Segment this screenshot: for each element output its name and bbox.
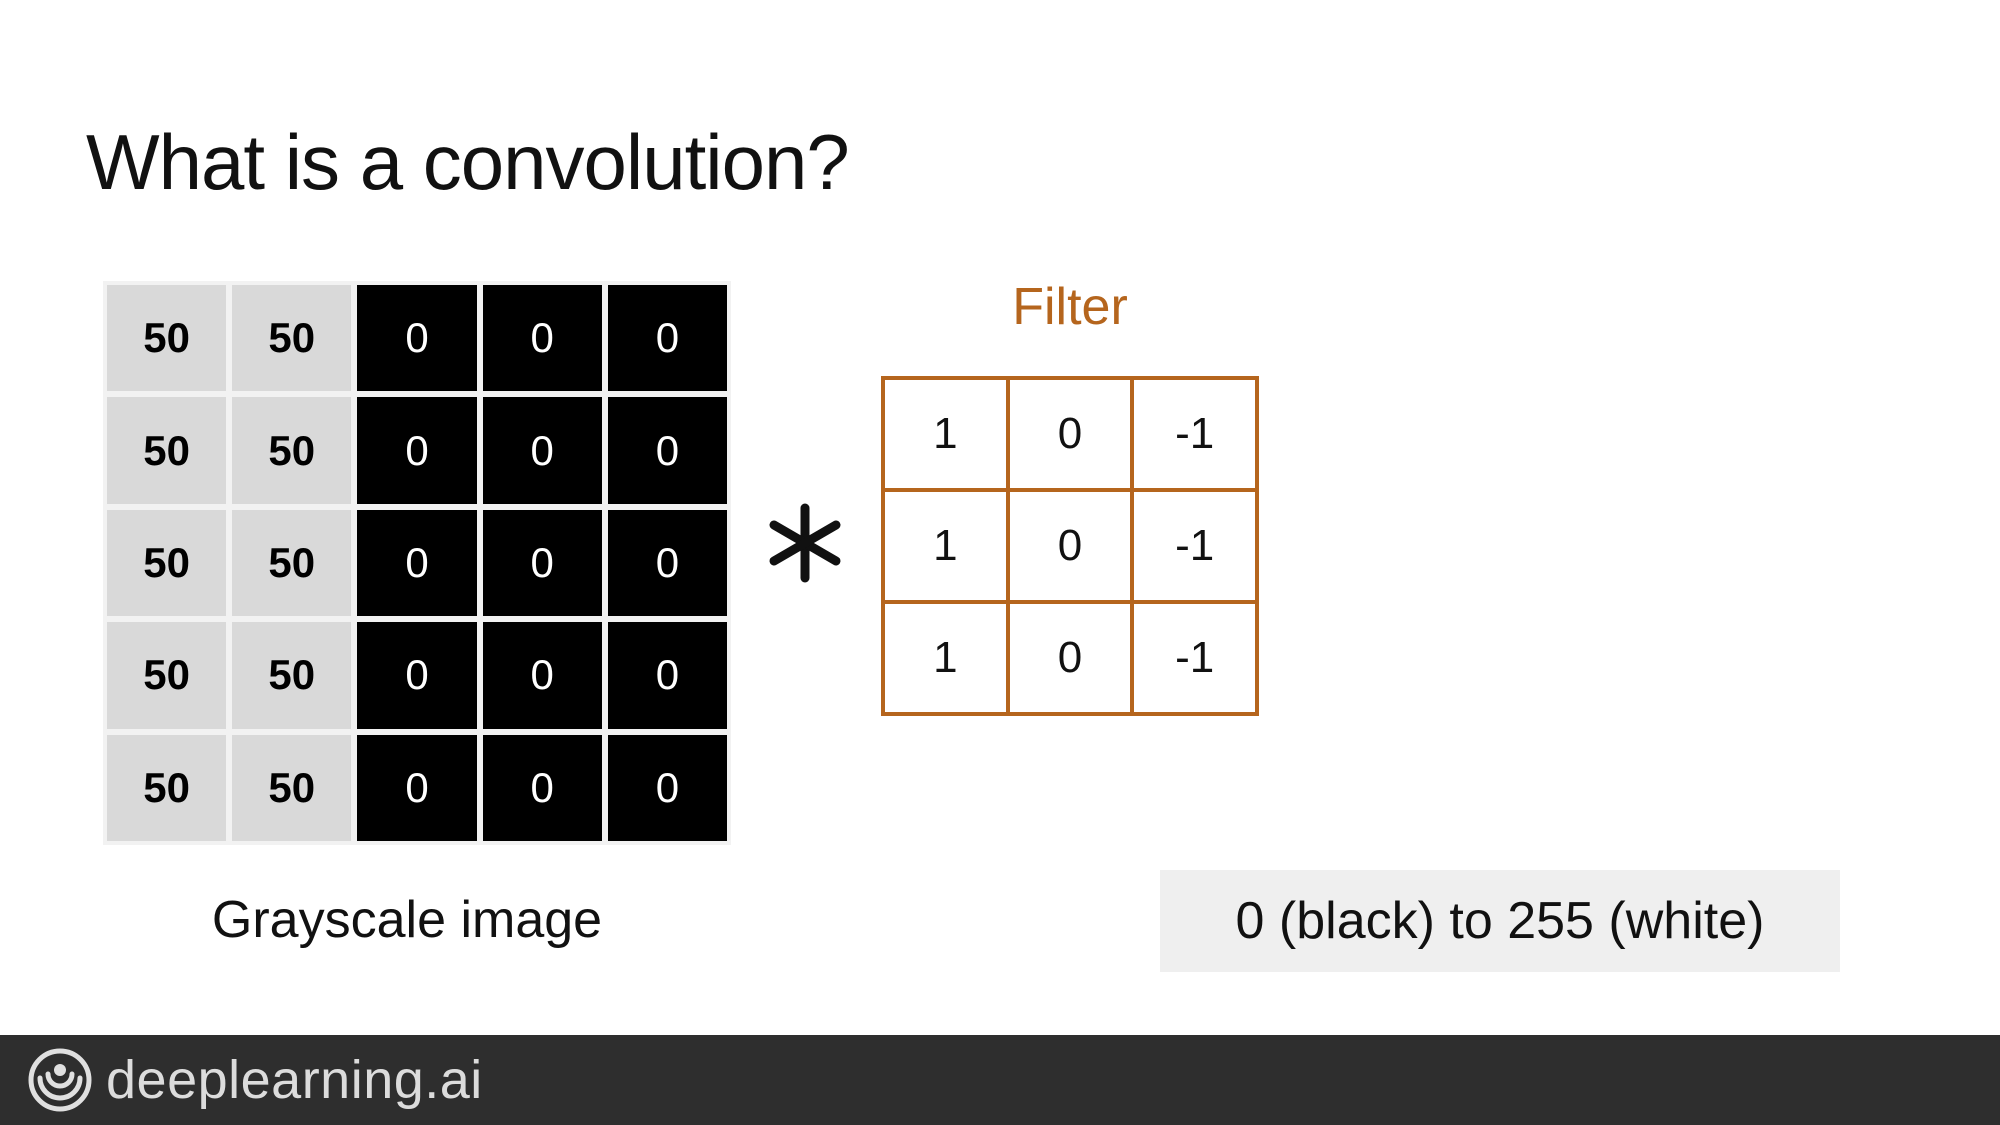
image-cell: 50 [232,285,352,392]
image-cell: 50 [107,734,227,841]
image-cell: 0 [607,734,727,841]
deeplearning-logo-icon [28,1048,92,1112]
image-cell: 0 [482,285,602,392]
image-cell: 0 [482,622,602,729]
grayscale-image-grid: 50 50 0 0 0 50 50 0 0 0 50 50 0 0 0 50 5… [103,281,731,845]
brand-name: deeplearning.ai [106,1050,483,1110]
image-cell: 50 [107,397,227,504]
filter-cell: 1 [885,380,1006,488]
filter-title: Filter [1012,278,1128,336]
image-cell: 0 [607,285,727,392]
image-cell: 50 [107,622,227,729]
image-cell: 0 [482,734,602,841]
image-cell: 50 [107,509,227,617]
image-cell: 0 [482,397,602,504]
image-cell: 0 [357,622,477,729]
image-cell: 0 [607,397,727,504]
filter-cell: -1 [1134,380,1255,488]
image-cell: 50 [107,285,227,392]
image-cell: 0 [607,509,727,617]
filter-cell: 1 [885,604,1006,712]
filter-cell: 0 [1009,604,1131,712]
image-cell: 0 [357,509,477,617]
slide-title: What is a convolution? [86,118,850,206]
image-cell: 50 [232,509,352,617]
image-cell: 50 [232,734,352,841]
filter-grid: 1 0 -1 1 0 -1 1 0 -1 [881,376,1259,716]
image-caption: Grayscale image [211,891,603,949]
image-cell: 50 [232,622,352,729]
image-cell: 0 [357,397,477,504]
pixel-range-note: 0 (black) to 255 (white) [1160,870,1840,972]
filter-cell: 1 [885,492,1006,600]
image-cell: 0 [482,509,602,617]
filter-cell: -1 [1134,604,1255,712]
asterisk-convolution-icon [769,503,841,583]
image-cell: 0 [607,622,727,729]
filter-cell: -1 [1134,492,1255,600]
footer-bar: deeplearning.ai [0,1035,2000,1125]
filter-cell: 0 [1009,380,1131,488]
filter-cell: 0 [1009,492,1131,600]
image-cell: 50 [232,397,352,504]
image-cell: 0 [357,285,477,392]
image-cell: 0 [357,734,477,841]
